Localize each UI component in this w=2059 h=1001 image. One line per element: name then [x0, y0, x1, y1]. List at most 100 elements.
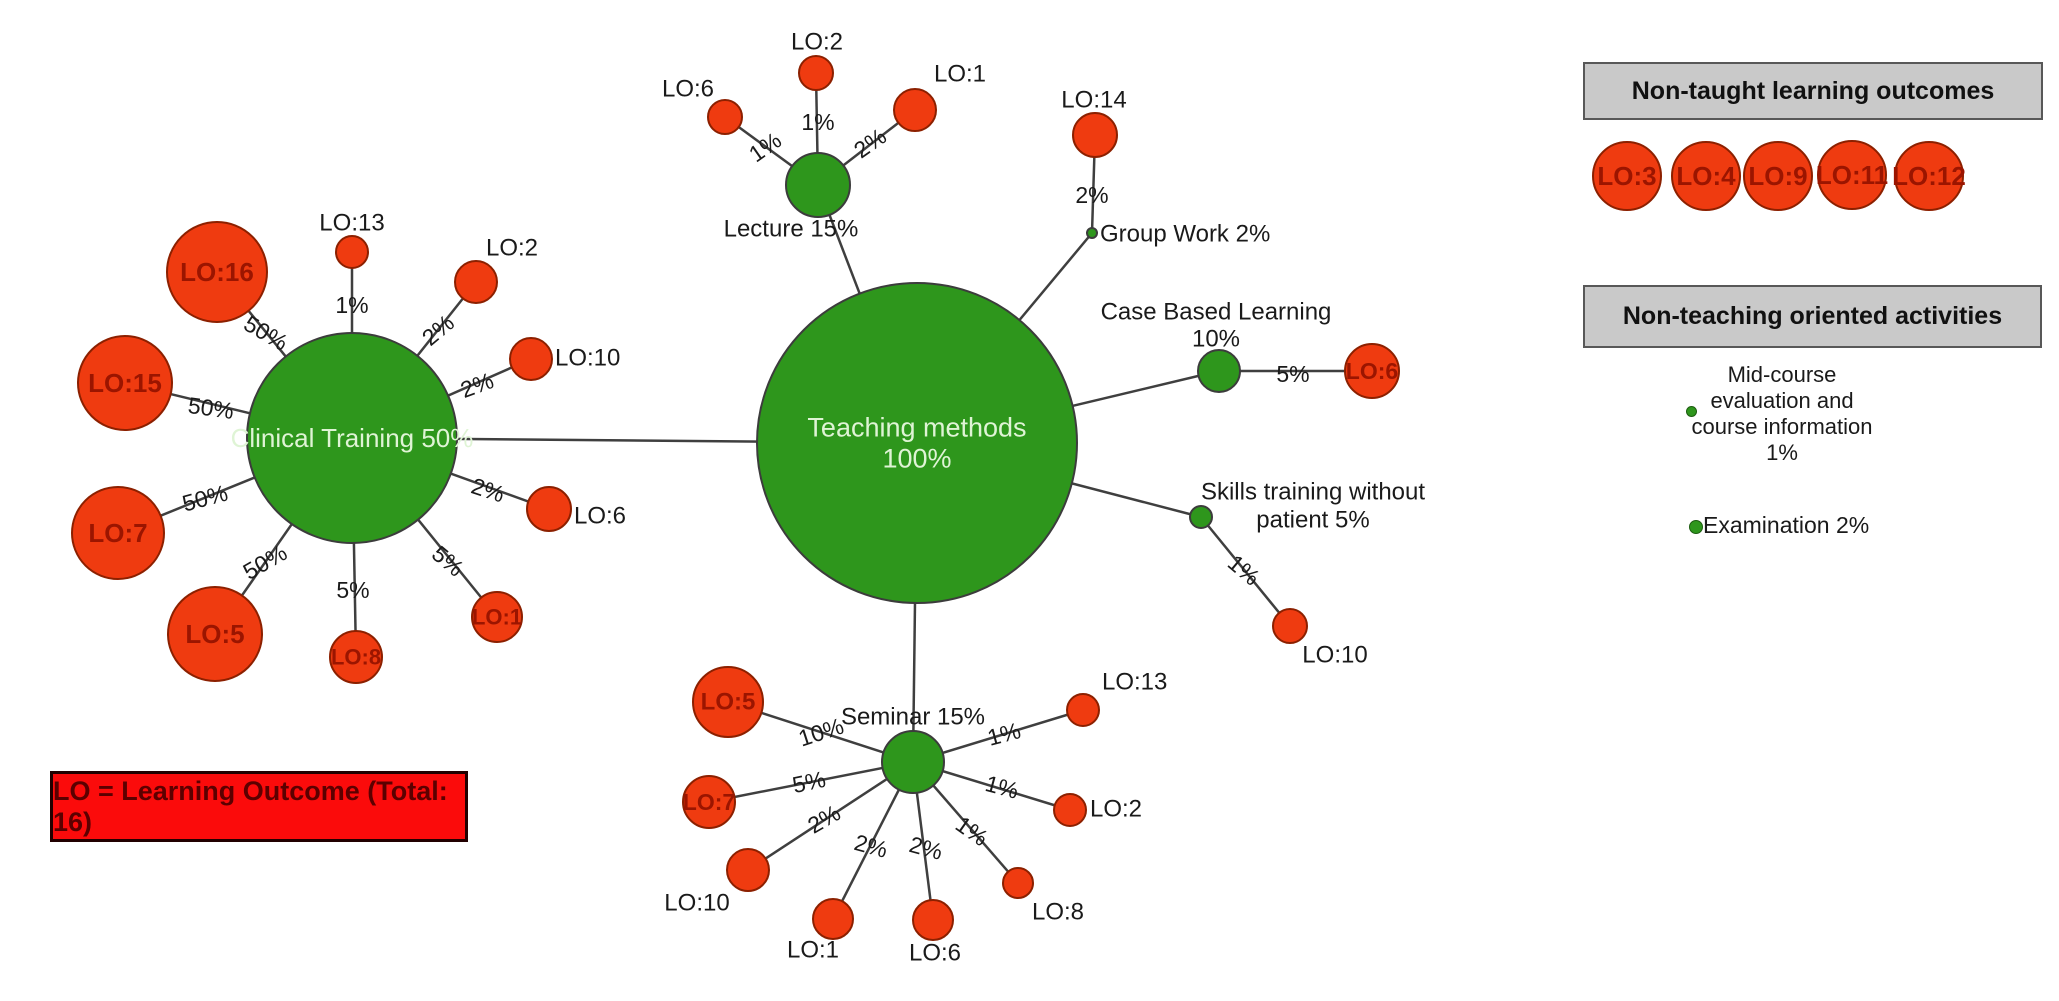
node-c_lo1	[471, 591, 523, 643]
edge-label-seminar-se_lo13: 1%	[985, 717, 1024, 751]
node-cb_lo6	[1344, 343, 1400, 399]
edge-label-seminar-se_lo5: 10%	[795, 713, 847, 752]
node-inner-label-c_lo1: LO:1	[472, 605, 522, 630]
edge-label-clinical-c_lo6: 2%	[468, 472, 508, 507]
node-seminar	[881, 730, 945, 794]
node-label-c_lo13: LO:13	[319, 210, 384, 237]
node-nt_lo12	[1894, 141, 1964, 211]
node-se_lo13	[1066, 693, 1100, 727]
node-label-cbl: Case Based Learning 10%	[1101, 299, 1332, 353]
node-inner-label-clinical: Clinical Training 50%	[231, 423, 474, 453]
edge-label-seminar-se_lo7: 5%	[790, 766, 828, 798]
node-inner-label-cb_lo6: LO:6	[1346, 358, 1398, 384]
node-se_lo6	[912, 899, 954, 941]
node-label-l_lo2: LO:2	[791, 29, 843, 56]
node-inner-label-c_lo8: LO:8	[331, 645, 381, 670]
node-l_lo1	[893, 88, 937, 132]
node-inner-label-c_lo5: LO:5	[185, 619, 244, 649]
edge-label-clinical-c_lo10: 2%	[457, 367, 497, 403]
node-cbl	[1197, 349, 1241, 393]
node-c_lo6	[526, 486, 572, 532]
edge-label-clinical-c_lo16: 50%	[240, 310, 293, 356]
node-l_lo6	[707, 99, 743, 135]
edge-label-clinical-c_lo15: 50%	[186, 392, 235, 424]
node-nt_lo9	[1743, 141, 1813, 211]
node-label-c_lo6: LO:6	[574, 503, 626, 530]
node-label-se_lo10: LO:10	[664, 890, 729, 917]
edge-label-group_work-lo14: 2%	[1075, 182, 1108, 208]
node-label-s_lo10: LO:10	[1302, 642, 1367, 669]
node-group_work	[1086, 227, 1098, 239]
node-nt_lo3	[1592, 141, 1662, 211]
node-c_lo2	[454, 260, 498, 304]
node-label-se_lo1: LO:1	[787, 937, 839, 964]
node-nt_lo11	[1817, 140, 1887, 210]
edge-seminar-se_lo7	[708, 760, 914, 804]
node-c_lo7	[71, 486, 165, 580]
node-c_lo10	[509, 337, 553, 381]
node-label-se_lo2: LO:2	[1090, 796, 1142, 823]
edge-label-clinical-c_lo2: 2%	[417, 309, 459, 350]
edge-label-lecture-l_lo2: 1%	[801, 109, 834, 135]
node-label-c_lo2: LO:2	[486, 235, 538, 262]
node-label-group_work: Group Work 2%	[1100, 221, 1270, 248]
node-inner-label-nt_lo12: LO:12	[1892, 161, 1966, 191]
node-se_lo8	[1002, 867, 1034, 899]
node-inner-label-c_lo16: LO:16	[180, 257, 254, 287]
edge-label-clinical-c_lo7: 50%	[179, 479, 230, 516]
node-label-lo14: LO:14	[1061, 87, 1126, 114]
node-inner-label-nt_lo3: LO:3	[1597, 161, 1656, 191]
edge-seminar-se_lo10	[747, 760, 914, 872]
node-s_lo10	[1272, 608, 1308, 644]
mid-course-evaluation-label: Mid-course evaluation and course informa…	[1691, 362, 1873, 465]
node-inner-label-nt_lo9: LO:9	[1748, 161, 1807, 191]
examination-dot-icon	[1689, 520, 1703, 534]
node-inner-label-teaching: Teaching methods 100%	[807, 413, 1026, 474]
non-teaching-activities-header: Non-teaching oriented activities	[1583, 285, 2042, 348]
node-l_lo2	[798, 55, 834, 91]
non-taught-outcomes-header: Non-taught learning outcomes	[1583, 62, 2043, 120]
edge-label-seminar-se_lo6: 2%	[907, 831, 946, 865]
node-se_lo2	[1053, 793, 1087, 827]
node-inner-label-c_lo15: LO:15	[88, 368, 162, 398]
node-label-seminar: Seminar 15%	[841, 704, 985, 731]
edge-label-cbl-cb_lo6: 5%	[1276, 361, 1309, 387]
edge-label-lecture-l_lo6: 1%	[744, 127, 786, 167]
node-inner-label-se_lo5: LO:5	[701, 689, 756, 716]
node-c_lo16	[166, 221, 268, 323]
node-label-lecture: Lecture 15%	[724, 216, 859, 243]
node-skills	[1189, 505, 1213, 529]
node-c_lo5	[167, 586, 263, 682]
node-lo14	[1072, 112, 1118, 158]
edge-label-seminar-se_lo10: 2%	[803, 799, 845, 838]
node-teaching	[756, 282, 1078, 604]
edge-label-seminar-se_lo2: 1%	[983, 770, 1022, 804]
node-inner-label-nt_lo4: LO:4	[1676, 161, 1736, 191]
lo-legend-text: LO = Learning Outcome (Total: 16)	[53, 775, 448, 837]
node-c_lo8	[329, 630, 383, 684]
node-label-se_lo6: LO:6	[909, 940, 961, 967]
node-se_lo10	[726, 848, 770, 892]
non-teaching-activities-title: Non-teaching oriented activities	[1622, 302, 2003, 330]
node-clinical	[246, 332, 458, 544]
mid-course-dot-icon	[1686, 406, 1697, 417]
node-c_lo15	[77, 335, 173, 431]
node-label-se_lo13: LO:13	[1102, 669, 1167, 696]
node-inner-label-se_lo7: LO:7	[683, 789, 735, 815]
node-se_lo5	[692, 666, 764, 738]
node-lecture	[785, 152, 851, 218]
node-c_lo13	[335, 235, 369, 269]
lo-legend-box: LO = Learning Outcome (Total: 16)	[50, 771, 468, 842]
node-label-c_lo10: LO:10	[555, 345, 620, 372]
node-label-se_lo8: LO:8	[1032, 899, 1084, 926]
edge-skills-s_lo10	[1200, 516, 1291, 627]
non-taught-outcomes-title: Non-taught learning outcomes	[1631, 76, 1995, 105]
node-label-l_lo6: LO:6	[662, 76, 714, 103]
node-label-skills: Skills training without patient 5%	[1201, 479, 1425, 534]
node-inner-label-c_lo7: LO:7	[88, 518, 147, 548]
node-inner-label-nt_lo11: LO:11	[1816, 160, 1888, 190]
edge-label-clinical-c_lo13: 1%	[335, 292, 368, 318]
edge-label-clinical-c_lo8: 5%	[336, 577, 369, 603]
